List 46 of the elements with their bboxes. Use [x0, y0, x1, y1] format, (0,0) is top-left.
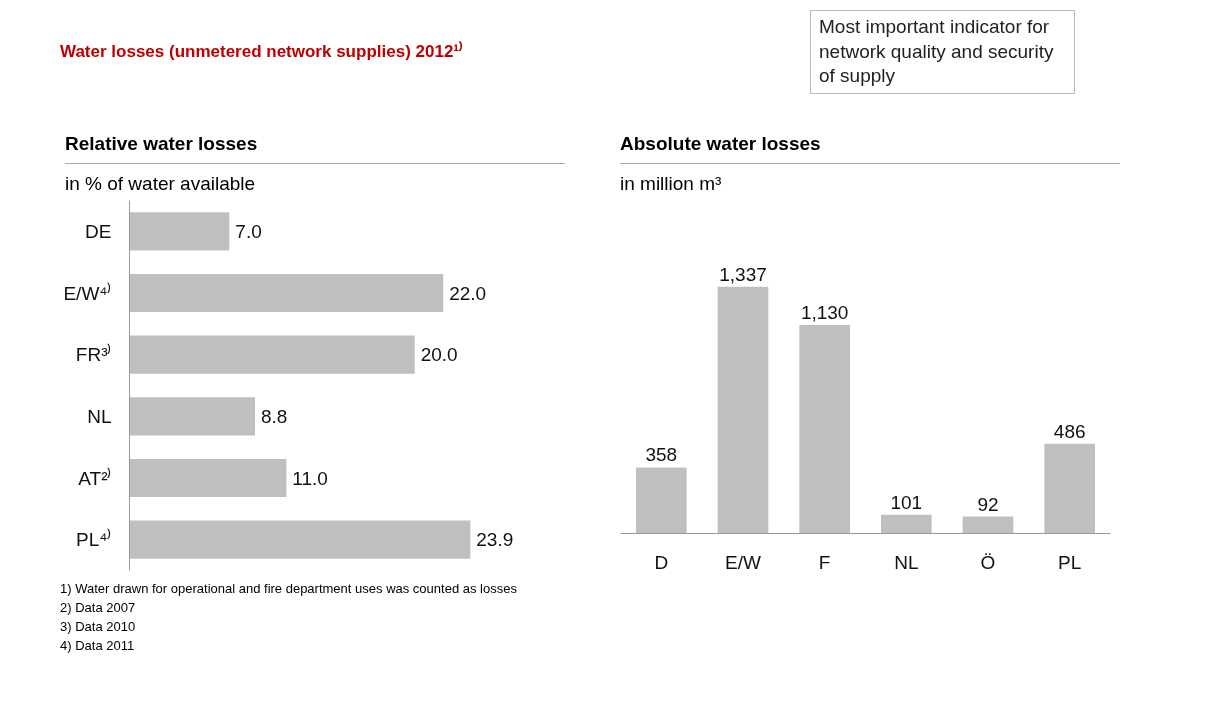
- data-label: 358: [645, 444, 678, 466]
- chart-title: Absolute water losses: [620, 130, 1120, 165]
- chart-subtitle: in million m³: [620, 172, 723, 197]
- data-label: 92: [977, 493, 999, 515]
- data-label: 11.0: [292, 467, 328, 489]
- data-label: 20.0: [420, 344, 458, 366]
- text: 2) Data 2007: [60, 598, 137, 617]
- bar: [129, 335, 415, 374]
- y-tick-label: PL⁴⁾: [76, 528, 112, 551]
- data-label: 7.0: [235, 220, 262, 242]
- data-label: 23.9: [476, 529, 514, 551]
- bar: [129, 212, 230, 251]
- bar: [962, 516, 1014, 534]
- data-label: 8.8: [260, 405, 288, 427]
- y-tick-label: DE: [85, 220, 112, 242]
- text: Water losses (unmetered network supplies) 2012¹⁾: [60, 40, 463, 63]
- data-label: 22.0: [449, 282, 487, 304]
- chart-subtitle: in % of water available: [65, 172, 257, 197]
- bar: [881, 514, 932, 534]
- x-tick-label: PL: [1058, 551, 1082, 573]
- y-tick-label: AT²⁾: [78, 466, 112, 489]
- y-tick-label: FR³⁾: [75, 343, 112, 366]
- bar: [129, 273, 444, 313]
- y-tick-label: NL: [87, 405, 112, 427]
- x-tick-label: F: [818, 551, 831, 573]
- bar: [129, 520, 471, 559]
- x-tick-label: E/W: [725, 551, 762, 573]
- bar: [636, 467, 687, 534]
- x-tick-label: D: [654, 551, 669, 573]
- bar: [717, 286, 769, 534]
- y-tick-label: E/W⁴⁾: [63, 281, 112, 304]
- text: 4) Data 2011: [60, 636, 136, 655]
- text: Most important indicator for network quality and security of supply: [819, 15, 1055, 89]
- chart-title: Relative water losses: [65, 130, 565, 165]
- data-label: 1,130: [800, 302, 849, 324]
- x-tick-label: NL: [894, 551, 919, 573]
- bar: [799, 325, 850, 534]
- data-label: 101: [890, 491, 923, 513]
- data-label: 1,337: [719, 263, 767, 285]
- text: 1) Water drawn for operational and fire department uses was counted as losses: [60, 580, 517, 598]
- bar: [1044, 443, 1095, 534]
- text: 3) Data 2010: [60, 617, 137, 636]
- data-label: 486: [1053, 420, 1086, 442]
- x-tick-label: Ö: [980, 551, 996, 573]
- bar: [129, 458, 287, 498]
- bar: [129, 397, 255, 436]
